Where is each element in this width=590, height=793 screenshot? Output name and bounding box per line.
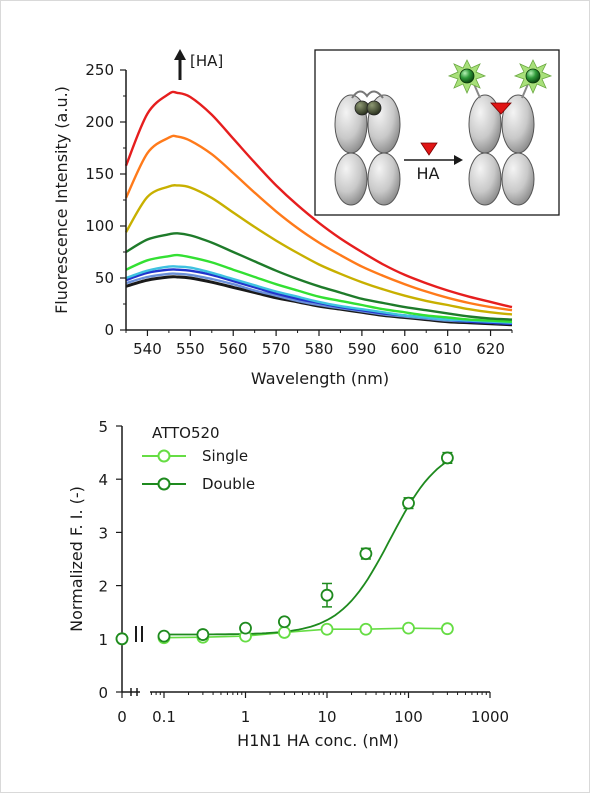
spectrum-line-9	[124, 90, 513, 309]
x-tick-label: 560	[219, 340, 248, 358]
single-data-point	[320, 622, 334, 636]
spectrum-line-6	[125, 232, 513, 321]
y-tick-label: 100	[85, 217, 114, 235]
y-tick-label: 3	[98, 524, 108, 542]
single-data-point	[440, 622, 454, 636]
fluorescent-antibody-icon	[447, 59, 553, 206]
titration-chart: 0 0.1 1 10 100 1000 0 1 2 3 4 5 H1N1 HA conc. (nM)…	[67, 418, 509, 750]
quenched-antibody-icon	[334, 90, 401, 206]
y-tick-label: 200	[85, 113, 114, 131]
double-data-point	[402, 496, 415, 510]
reaction-arrow-head-icon	[454, 155, 463, 165]
inset-ha-label: HA	[417, 164, 440, 183]
titration-legend: ATTO520 Single Double	[142, 424, 255, 493]
y-tick-label: 2	[98, 578, 108, 596]
spectra-y-axis-title: Fluorescence Intensity (a.u.)	[52, 86, 71, 314]
legend-title: ATTO520	[152, 424, 220, 442]
y-tick-label: 150	[85, 165, 114, 183]
double-series-fit-curve	[164, 461, 446, 636]
spectrum-line-8	[124, 134, 513, 312]
titration-y-ticks: 0 1 2 3 4 5	[98, 418, 122, 702]
x-tick-label: 540	[133, 340, 162, 358]
legend-single-label: Single	[202, 447, 248, 465]
double-zero-point	[115, 632, 129, 646]
x-tick-label: 600	[390, 340, 419, 358]
x-tick-label: 1000	[471, 708, 509, 726]
up-arrow-head-icon	[174, 49, 186, 60]
double-data-point	[157, 629, 171, 643]
y-tick-label: 5	[98, 418, 108, 436]
x-tick-label: 580	[305, 340, 334, 358]
y-tick-label: 1	[98, 631, 108, 649]
x-tick-label: 1	[241, 708, 251, 726]
ha-annotation-label: [HA]	[190, 52, 223, 70]
legend-single-marker	[157, 449, 171, 463]
titration-x-axis-title: H1N1 HA conc. (nM)	[237, 731, 399, 750]
x-tick-label: 10	[317, 708, 336, 726]
double-data-point	[239, 621, 252, 635]
y-tick-label: 0	[98, 684, 108, 702]
x-tick-label: 0	[117, 708, 127, 726]
spectra-x-axis-title: Wavelength (nm)	[251, 369, 389, 388]
x-tick-label: 620	[476, 340, 505, 358]
single-series-line	[163, 627, 448, 639]
legend-double-label: Double	[202, 475, 255, 493]
double-data-point	[277, 615, 291, 629]
spectra-chart: 540 550 560 570 580 590 600 610 620 0 50 100 150 200…	[52, 49, 560, 388]
spectra-curves	[124, 90, 513, 327]
legend-double-marker	[157, 477, 171, 491]
ha-antigen-icon	[420, 142, 438, 156]
spectrum-line-4	[125, 265, 513, 324]
spectra-x-ticks: 540 550 560 570 580 590 600 610 620	[125, 330, 513, 358]
x-tick-label: 0.1	[152, 708, 176, 726]
y-tick-label: 0	[104, 321, 114, 339]
titration-y-axis-title: Normalized F. I. (-)	[67, 486, 86, 632]
spectrum-line-5	[125, 253, 513, 323]
single-data-point	[402, 621, 415, 635]
ha-increase-annotation: [HA]	[174, 49, 223, 80]
double-data-point	[196, 628, 210, 641]
spectrum-line-7	[124, 184, 513, 316]
double-data-point	[440, 451, 454, 465]
y-tick-label: 4	[98, 471, 108, 489]
inset-schematic: HA	[314, 49, 560, 216]
x-tick-label: 610	[433, 340, 462, 358]
double-data-point	[359, 547, 373, 561]
x-tick-label: 100	[394, 708, 423, 726]
single-data-point	[359, 622, 373, 636]
titration-x-ticks: 0 0.1 1 10 100 1000	[117, 692, 509, 726]
titration-series	[115, 451, 454, 646]
double-data-point	[320, 588, 334, 602]
x-tick-label: 590	[348, 340, 377, 358]
x-tick-label: 550	[176, 340, 205, 358]
y-tick-label: 50	[95, 269, 114, 287]
spectra-y-ticks: 0 50 100 150 200 250	[85, 61, 126, 339]
x-tick-label: 570	[262, 340, 291, 358]
y-tick-label: 250	[85, 61, 114, 79]
single-data-point	[277, 626, 291, 639]
